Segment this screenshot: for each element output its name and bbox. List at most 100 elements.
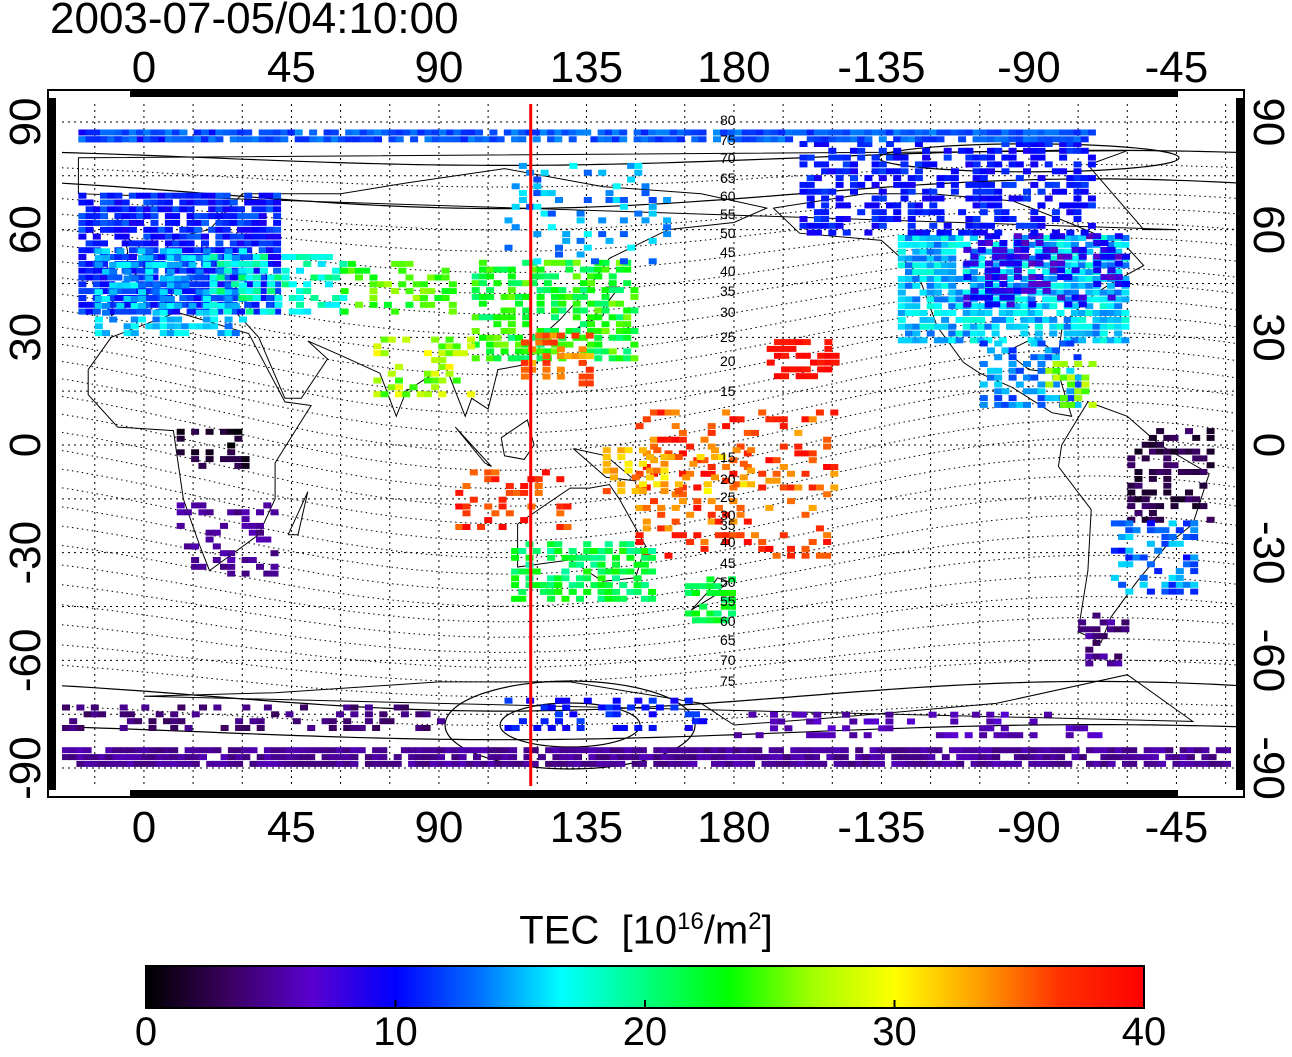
tec-cell <box>263 502 272 509</box>
tec-cell <box>984 337 993 344</box>
tec-cell <box>707 443 716 450</box>
tec-cell <box>462 483 471 489</box>
tec-cell <box>821 209 830 216</box>
tec-cell <box>998 337 1007 344</box>
tec-cell <box>857 136 866 143</box>
tec-cell <box>922 136 931 143</box>
tec-cell <box>273 281 282 288</box>
tec-cell <box>166 255 175 262</box>
tec-cell <box>1044 161 1053 168</box>
tec-cell <box>205 536 214 543</box>
tec-cell <box>842 202 851 209</box>
tec-cell <box>511 183 520 190</box>
tec-cell <box>1051 136 1060 143</box>
tec-cell <box>1037 401 1046 408</box>
tec-cell <box>467 129 476 136</box>
tec-cell <box>905 337 913 344</box>
tec-cell <box>689 754 698 761</box>
tec-cell <box>617 488 626 495</box>
tec-cell <box>148 725 157 731</box>
tec-cell <box>948 235 957 241</box>
tec-cell <box>823 491 832 498</box>
tec-cell <box>578 373 587 380</box>
tec-cell <box>926 269 935 276</box>
tec-cell <box>141 760 150 767</box>
tec-cell <box>1030 388 1039 395</box>
tec-cell <box>977 760 986 767</box>
tec-cell <box>969 330 978 337</box>
tec-cell <box>572 314 581 321</box>
tec-cell <box>578 346 587 353</box>
tec-cell <box>332 301 341 308</box>
tec-cell <box>1127 462 1136 469</box>
tec-cell <box>684 711 693 718</box>
tec-cell <box>515 280 523 287</box>
tec-cell <box>747 747 756 754</box>
top-lon-tick-label: 90 <box>414 43 463 92</box>
tec-cell <box>1114 323 1123 330</box>
tec-cell <box>610 747 618 754</box>
tec-cell <box>265 254 274 260</box>
tec-cell <box>562 697 571 704</box>
tec-cell <box>1045 367 1054 374</box>
tec-cell <box>714 518 723 525</box>
tec-cell <box>444 747 453 754</box>
tec-cell <box>1141 489 1150 496</box>
tec-cell <box>630 328 639 334</box>
tec-cell <box>1078 619 1087 626</box>
tec-cell <box>215 192 224 199</box>
tec-cell <box>1183 554 1191 561</box>
tec-cell <box>1190 561 1199 568</box>
tec-cell <box>962 241 971 248</box>
tec-cell <box>722 409 731 416</box>
tec-cell <box>1030 229 1039 236</box>
tec-cell <box>912 754 921 761</box>
tec-cell <box>736 511 745 518</box>
tec-cell <box>912 282 921 289</box>
tec-cell <box>641 217 650 224</box>
tec-cell <box>542 339 551 346</box>
tec-cell <box>682 474 691 481</box>
tec-cell <box>128 267 137 274</box>
tec-cell <box>1044 136 1053 143</box>
tec-cell <box>1070 323 1079 330</box>
tec-cell <box>478 293 487 300</box>
tec-cell <box>583 575 592 582</box>
tec-cell <box>801 552 810 559</box>
tec-cell <box>164 213 173 220</box>
tec-cell <box>801 545 810 552</box>
tec-cell <box>379 760 388 767</box>
tec-cell <box>670 704 679 711</box>
coastline <box>87 311 312 572</box>
tec-cell <box>1049 323 1058 330</box>
tec-cell <box>1107 267 1116 274</box>
tec-cell <box>215 206 224 213</box>
tec-cell <box>963 246 972 253</box>
tec-cell <box>1051 168 1060 175</box>
tec-cell <box>972 229 981 236</box>
tec-cell <box>85 301 94 308</box>
tec-cell <box>979 229 988 236</box>
tec-cell <box>653 447 662 454</box>
tec-cell <box>244 240 253 247</box>
tec-cell <box>1093 267 1102 274</box>
tec-cell <box>566 747 575 754</box>
tec-cell <box>999 281 1008 287</box>
tec-cell <box>806 154 815 161</box>
tec-cell <box>970 754 979 761</box>
tec-cell <box>387 336 396 343</box>
tec-cell <box>1099 303 1108 310</box>
tec-cell <box>741 129 750 136</box>
tec-cell <box>452 350 461 357</box>
tec-cell <box>387 370 396 377</box>
tec-cell <box>395 129 404 136</box>
tec-cell <box>612 711 621 718</box>
tec-cell <box>864 202 873 209</box>
tec-cell <box>648 548 657 554</box>
tec-cell <box>1078 235 1087 241</box>
tec-cell <box>166 302 175 309</box>
tec-cell <box>579 307 588 314</box>
tec-cell <box>775 760 784 767</box>
tec-cell <box>438 377 447 384</box>
